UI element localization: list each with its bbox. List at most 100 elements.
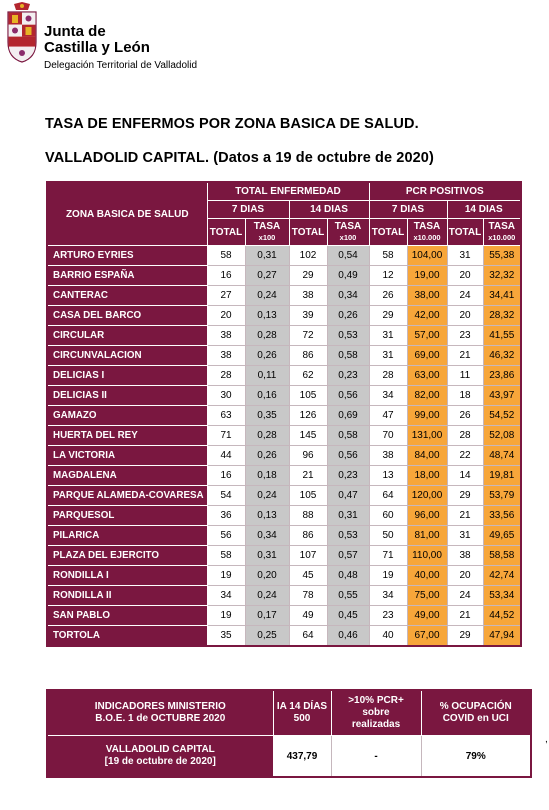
table-row: PLAZA DEL EJERCITO 58 0,31 107 0,57 71 110,00 3… xyxy=(46,545,522,566)
page-header: Junta de Castilla y León Delegación Terr… xyxy=(6,2,306,76)
pcr7-tasa-cell: 57,00 xyxy=(406,325,448,346)
pcr14-tasa-cell: 58,58 xyxy=(482,545,522,566)
pcr14-tasa-cell: 33,56 xyxy=(482,505,522,526)
pcr14-tasa-cell: 48,74 xyxy=(482,445,522,466)
zone-name: LA VICTORIA xyxy=(46,445,208,466)
tasa-unit: x100 xyxy=(339,233,357,242)
zone-rows: ARTURO EYRIES 58 0,31 102 0,54 58 104,00 31 55,3… xyxy=(46,245,522,647)
te7-tasa-cell: 0,13 xyxy=(244,505,290,526)
table-row: RONDILLA II 34 0,24 78 0,55 34 75,00 24 53,34 xyxy=(46,585,522,606)
pcr14-total-cell: 11 xyxy=(446,365,484,386)
pcr14-tasa-cell: 49,65 xyxy=(482,525,522,546)
table-row: HUERTA DEL REY 71 0,28 145 0,58 70 131,00 28 52,… xyxy=(46,425,522,446)
pcr7-tasa-cell: 120,00 xyxy=(406,485,448,506)
te7-total-cell: 38 xyxy=(206,345,246,366)
te14-tasa-cell: 0,56 xyxy=(326,385,370,406)
pcr14-total-cell: 14 xyxy=(446,465,484,486)
pcr7-tasa-cell: 82,00 xyxy=(406,385,448,406)
te7-total-cell: 27 xyxy=(206,285,246,306)
coat-of-arms-icon xyxy=(7,2,37,63)
te14-tasa-cell: 0,56 xyxy=(326,445,370,466)
pcr14-tasa-cell: 19,81 xyxy=(482,465,522,486)
pcr7-tasa-header: TASA x10.000 xyxy=(406,218,448,246)
te14-tasa-cell: 0,23 xyxy=(326,465,370,486)
pcr14-total-cell: 20 xyxy=(446,305,484,326)
zone-name: PILARICA xyxy=(46,525,208,546)
table-row: MAGDALENA 16 0,18 21 0,23 13 18,00 14 19,81 xyxy=(46,465,522,486)
te14-total-cell: 38 xyxy=(288,285,328,306)
tasa-unit: x100 xyxy=(258,233,276,242)
pcr7-total-cell: 23 xyxy=(368,605,408,626)
pcr14-total-cell: 18 xyxy=(446,385,484,406)
te14-total-cell: 102 xyxy=(288,245,328,266)
pcr7-total-cell: 31 xyxy=(368,345,408,366)
te7-tasa-cell: 0,13 xyxy=(244,305,290,326)
pcr14-total-cell: 38 xyxy=(446,545,484,566)
table-row: CASA DEL BARCO 20 0,13 39 0,26 29 42,00 20 28,32 xyxy=(46,305,522,326)
tasa-label: TASA xyxy=(253,221,281,232)
pcr7-tasa-cell: 63,00 xyxy=(406,365,448,386)
tasa-unit: x10.000 xyxy=(488,233,516,242)
pcr14-total-cell: 24 xyxy=(446,285,484,306)
table-row: RONDILLA I 19 0,20 45 0,48 19 40,00 20 42,74 xyxy=(46,565,522,586)
pcr-14-dias-header: 14 DIAS xyxy=(446,200,522,219)
zone-name: CIRCUNVALACION xyxy=(46,345,208,366)
pcr14-total-cell: 20 xyxy=(446,265,484,286)
pcr7-tasa-cell: 84,00 xyxy=(406,445,448,466)
pcr7-tasa-cell: 40,00 xyxy=(406,565,448,586)
table-row: SAN PABLO 19 0,17 49 0,45 23 49,00 21 44,52 xyxy=(46,605,522,626)
te14-total-cell: 72 xyxy=(288,325,328,346)
te14-total-cell: 39 xyxy=(288,305,328,326)
te7-tasa-header: TASA x100 xyxy=(244,218,290,246)
zone-name: ARTURO EYRIES xyxy=(46,245,208,266)
te7-total-cell: 56 xyxy=(206,525,246,546)
pcr7-total-cell: 19 xyxy=(368,565,408,586)
report-subtitle: VALLADOLID CAPITAL. (Datos a 19 de octub… xyxy=(45,150,434,166)
zone-name: BARRIO ESPAÑA xyxy=(46,265,208,286)
pcr14-tasa-cell: 46,32 xyxy=(482,345,522,366)
uci-value: 79% xyxy=(420,735,532,778)
pcr7-tasa-cell: 99,00 xyxy=(406,405,448,426)
te7-tasa-cell: 0,28 xyxy=(244,425,290,446)
te14-total-cell: 88 xyxy=(288,505,328,526)
pcr-positivos-header: PCR POSITIVOS xyxy=(368,181,522,201)
ia14-value: 437,79 xyxy=(272,735,332,778)
pcr7-tasa-cell: 38,00 xyxy=(406,285,448,306)
pcr10-line2: sobre xyxy=(362,707,390,718)
pcr14-total-cell: 22 xyxy=(446,445,484,466)
pcr10-line3: realizadas xyxy=(351,719,401,730)
pcr14-tasa-cell: 47,94 xyxy=(482,625,522,647)
te-7-dias-header: 7 DIAS xyxy=(206,200,290,219)
pcr7-tasa-cell: 18,00 xyxy=(406,465,448,486)
pcr7-tasa-cell: 75,00 xyxy=(406,585,448,606)
te14-total-cell: 145 xyxy=(288,425,328,446)
pcr14-tasa-cell: 43,97 xyxy=(482,385,522,406)
te14-tasa-cell: 0,46 xyxy=(326,625,370,647)
pcr14-tasa-cell: 55,38 xyxy=(482,245,522,266)
zone-name: RONDILLA I xyxy=(46,565,208,586)
te7-total-cell: 38 xyxy=(206,325,246,346)
pcr14-total-cell: 28 xyxy=(446,425,484,446)
pcr7-total-cell: 34 xyxy=(368,385,408,406)
te14-tasa-cell: 0,53 xyxy=(326,525,370,546)
te7-total-cell: 28 xyxy=(206,365,246,386)
te7-tasa-cell: 0,26 xyxy=(244,445,290,466)
zone-name: DELICIAS I xyxy=(46,365,208,386)
pcr7-total-cell: 58 xyxy=(368,245,408,266)
indicadores-line2: B.O.E. 1 de OCTUBRE 2020 xyxy=(95,713,226,724)
table-row: LA VICTORIA 44 0,26 96 0,56 38 84,00 22 48,74 xyxy=(46,445,522,466)
pcr7-total-cell: 60 xyxy=(368,505,408,526)
te7-tasa-cell: 0,17 xyxy=(244,605,290,626)
te7-total-cell: 44 xyxy=(206,445,246,466)
te14-total-header: TOTAL xyxy=(288,218,328,246)
te7-total-cell: 63 xyxy=(206,405,246,426)
te7-total-cell: 34 xyxy=(206,585,246,606)
uci-line1: % OCUPACIÓN xyxy=(439,701,512,712)
pcr7-tasa-cell: 42,00 xyxy=(406,305,448,326)
te14-tasa-cell: 0,45 xyxy=(326,605,370,626)
pcr7-total-cell: 13 xyxy=(368,465,408,486)
pcr14-total-cell: 26 xyxy=(446,405,484,426)
ia14-header: IA 14 DÍAS 500 xyxy=(272,689,332,736)
indicators-table: INDICADORES MINISTERIO B.O.E. 1 de OCTUBR… xyxy=(46,689,532,778)
te14-tasa-cell: 0,26 xyxy=(326,305,370,326)
